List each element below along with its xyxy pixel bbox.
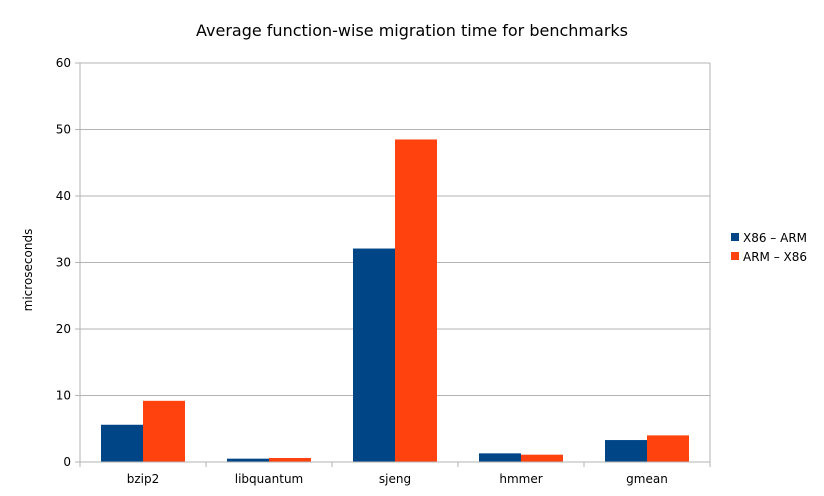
- legend-swatch-series-1: [731, 233, 739, 241]
- y-tick-label: 20: [56, 322, 71, 336]
- y-tick-labels: 0 10 20 30 40 50 60: [56, 56, 71, 469]
- bar-sjeng-series-1: [353, 248, 395, 462]
- y-axis-label: microseconds: [21, 229, 35, 312]
- y-tick-label: 0: [63, 455, 71, 469]
- bar-sjeng-series-2: [395, 139, 437, 462]
- y-tick-label: 50: [56, 123, 71, 137]
- bar-hmmer-series-1: [479, 453, 521, 462]
- bar-libquantum-series-2: [269, 458, 311, 462]
- bar-gmean-series-2: [647, 435, 689, 462]
- bar-bzip2-series-2: [143, 400, 185, 462]
- x-tick-labels: bzip2 libquantum sjeng hmmer gmean: [127, 472, 668, 486]
- y-tick-label: 40: [56, 189, 71, 203]
- x-tick-label: bzip2: [127, 472, 160, 486]
- y-tick-label: 60: [56, 56, 71, 70]
- bar-bzip2-series-1: [101, 424, 143, 462]
- legend-label-series-1: X86 – ARM: [743, 231, 807, 245]
- axes: [75, 62, 711, 467]
- bar-libquantum-series-1: [227, 458, 269, 462]
- bar-hmmer-series-2: [521, 454, 563, 462]
- x-tick-label: gmean: [626, 472, 668, 486]
- bar-gmean-series-1: [605, 440, 647, 462]
- legend-label-series-2: ARM – X86: [743, 250, 807, 264]
- x-tick-label: hmmer: [499, 472, 542, 486]
- x-tick-label: sjeng: [379, 472, 411, 486]
- x-tick-label: libquantum: [235, 472, 303, 486]
- chart-title: Average function-wise migration time for…: [196, 21, 628, 40]
- legend: X86 – ARM ARM – X86: [731, 231, 807, 264]
- bars: [101, 139, 689, 462]
- legend-swatch-series-2: [731, 252, 739, 260]
- y-tick-label: 10: [56, 389, 71, 403]
- y-tick-label: 30: [56, 256, 71, 270]
